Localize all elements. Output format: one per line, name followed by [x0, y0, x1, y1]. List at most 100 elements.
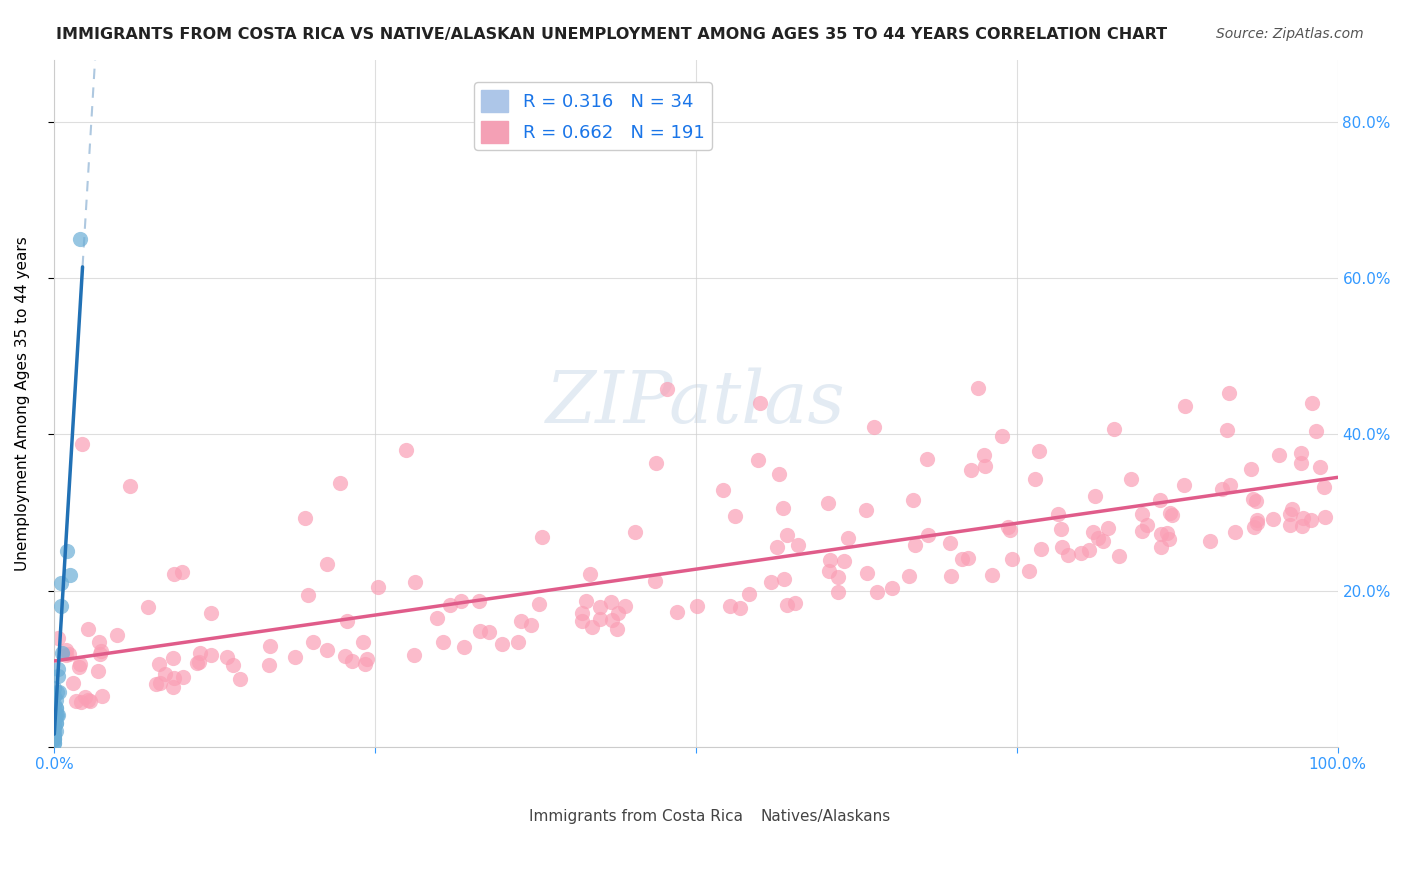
Point — [1070, 546, 1092, 560]
Point — [827, 570, 849, 584]
Point — [188, 646, 211, 660]
Point — [527, 597, 550, 611]
Point — [941, 568, 963, 582]
Point — [1018, 564, 1040, 578]
Point — [478, 625, 501, 640]
Point — [65, 694, 87, 708]
Point — [432, 635, 454, 649]
Point — [1001, 551, 1024, 566]
Point — [468, 624, 491, 639]
Point — [718, 599, 741, 613]
Point — [1173, 478, 1195, 492]
Point — [51, 646, 73, 660]
Point — [773, 572, 796, 586]
Point — [1057, 549, 1080, 563]
Point — [1084, 489, 1107, 503]
Point — [1149, 492, 1171, 507]
Point — [772, 501, 794, 516]
Text: Source: ZipAtlas.com: Source: ZipAtlas.com — [1216, 27, 1364, 41]
Point — [294, 511, 316, 525]
Point — [45, 716, 67, 731]
Point — [352, 635, 374, 649]
Point — [1268, 448, 1291, 462]
Point — [336, 614, 359, 628]
Point — [1108, 549, 1130, 563]
Point — [56, 544, 79, 558]
Point — [1083, 524, 1105, 539]
Point — [1150, 526, 1173, 541]
Point — [145, 676, 167, 690]
Point — [200, 648, 222, 662]
Point — [45, 700, 67, 714]
Point — [89, 647, 111, 661]
Point — [45, 708, 67, 723]
Point — [600, 595, 623, 609]
Point — [575, 593, 598, 607]
Point — [1244, 493, 1267, 508]
Point — [904, 538, 927, 552]
Point — [917, 527, 939, 541]
Point — [1216, 423, 1239, 437]
Point — [163, 567, 186, 582]
Point — [606, 607, 628, 621]
Point — [571, 606, 593, 620]
Point — [44, 697, 66, 711]
Point — [1159, 506, 1181, 520]
Point — [48, 685, 70, 699]
Point — [46, 708, 69, 723]
Point — [903, 492, 925, 507]
Point — [578, 566, 600, 581]
Point — [172, 670, 194, 684]
Point — [55, 648, 77, 663]
Point — [1024, 472, 1046, 486]
Point — [1219, 478, 1241, 492]
Point — [72, 437, 94, 451]
Point — [44, 708, 66, 723]
Point — [222, 657, 245, 672]
Point — [45, 700, 67, 714]
Point — [655, 382, 678, 396]
Point — [58, 647, 80, 661]
Point — [1218, 386, 1240, 401]
Point — [1135, 518, 1157, 533]
Point — [257, 657, 280, 672]
Point — [217, 650, 239, 665]
Point — [105, 628, 128, 642]
Point — [1278, 507, 1301, 521]
Point — [62, 675, 84, 690]
Point — [45, 685, 67, 699]
Point — [297, 588, 319, 602]
Point — [510, 614, 533, 628]
Point — [228, 673, 250, 687]
Point — [163, 671, 186, 685]
Point — [45, 724, 67, 739]
Point — [75, 690, 97, 705]
Point — [188, 655, 211, 669]
Point — [1289, 446, 1312, 460]
Point — [856, 566, 879, 581]
Point — [520, 617, 543, 632]
Point — [959, 462, 981, 476]
Point — [776, 527, 799, 541]
Point — [1156, 525, 1178, 540]
Point — [259, 640, 281, 654]
Point — [1225, 524, 1247, 539]
Point — [46, 632, 69, 646]
Point — [77, 622, 100, 636]
Point — [44, 689, 66, 703]
Point — [162, 651, 184, 665]
Point — [1309, 460, 1331, 475]
Point — [450, 594, 472, 608]
Point — [1278, 517, 1301, 532]
Point — [1150, 540, 1173, 554]
Point — [1050, 522, 1073, 536]
Point — [44, 708, 66, 723]
Point — [530, 530, 553, 544]
Point — [1050, 541, 1073, 555]
Point — [44, 728, 66, 742]
Point — [1301, 396, 1323, 410]
Point — [340, 654, 363, 668]
Point — [90, 689, 112, 703]
Point — [1157, 533, 1180, 547]
Point — [1130, 524, 1153, 538]
